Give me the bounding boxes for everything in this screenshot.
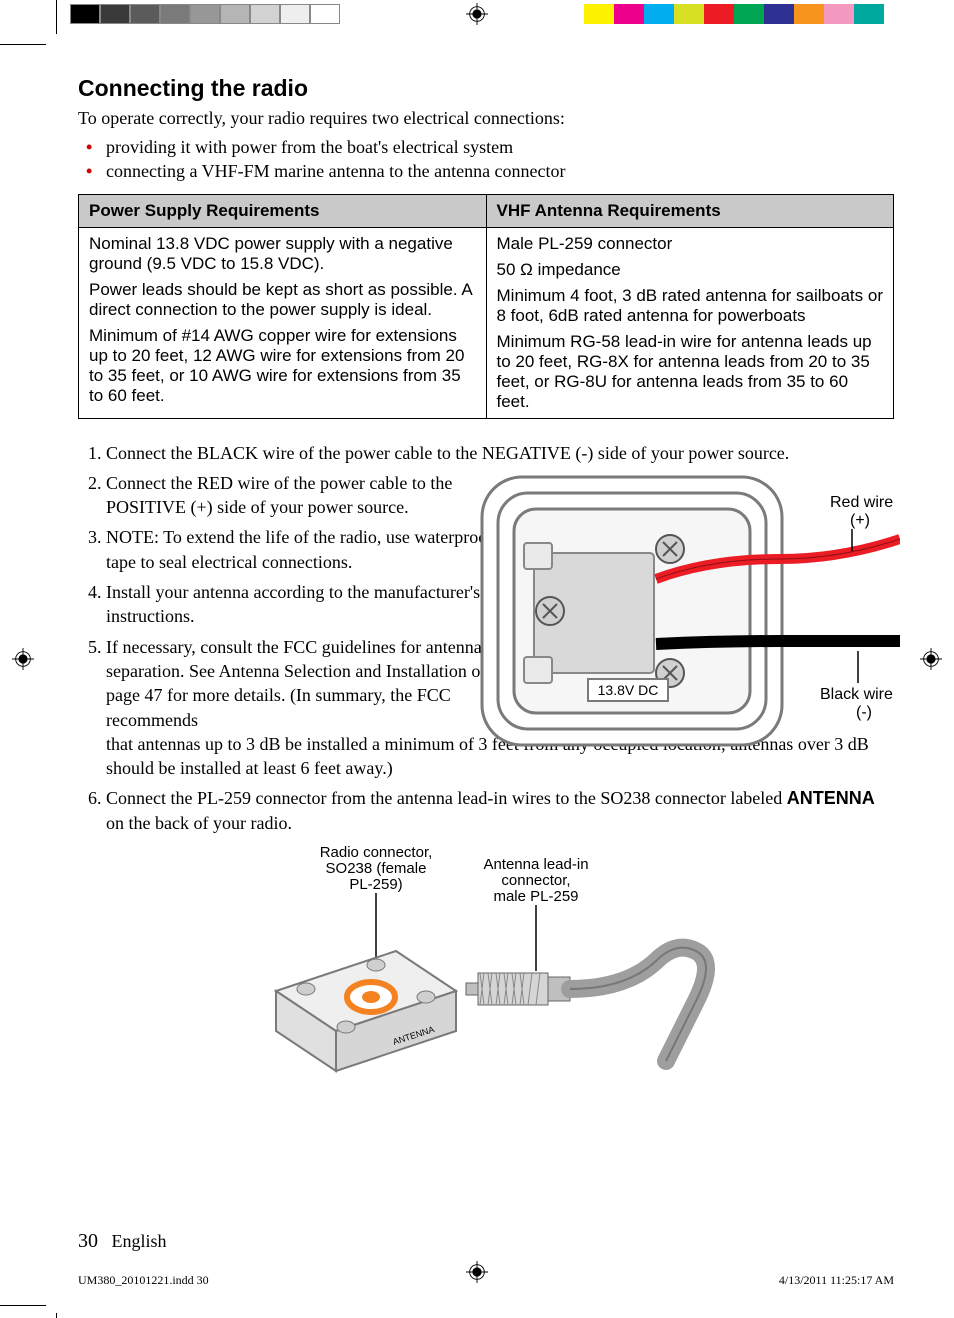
crop-mark bbox=[0, 44, 46, 45]
imprint-date: 4/13/2011 11:25:17 AM bbox=[779, 1273, 894, 1288]
fig2-left-label: SO238 (female bbox=[326, 860, 427, 877]
black-wire-label: Black wire bbox=[820, 686, 893, 703]
red-wire-polarity: (+) bbox=[850, 512, 870, 529]
bullet-list: providing it with power from the boat's … bbox=[78, 135, 894, 184]
table-header: Power Supply Requirements bbox=[79, 194, 487, 227]
fig2-left-label: PL-259) bbox=[349, 876, 402, 893]
registration-mark-icon bbox=[466, 3, 488, 25]
registration-mark-icon bbox=[12, 648, 34, 670]
table-cell: Male PL-259 connector 50 Ω impedance Min… bbox=[486, 227, 894, 418]
page-number: 30 bbox=[78, 1230, 98, 1252]
crop-mark bbox=[0, 1305, 46, 1306]
cell-para: Minimum of #14 AWG copper wire for exten… bbox=[89, 326, 476, 406]
fig2-right-label: connector, bbox=[501, 872, 570, 889]
cell-para: Minimum 4 foot, 3 dB rated antenna for s… bbox=[497, 286, 884, 326]
dc-label: 13.8V DC bbox=[598, 682, 659, 698]
table-header: VHF Antenna Requirements bbox=[486, 194, 894, 227]
registration-mark-icon bbox=[920, 648, 942, 670]
antenna-label: ANTENNA bbox=[787, 788, 875, 808]
cell-para: Minimum RG-58 lead-in wire for antenna l… bbox=[497, 332, 884, 412]
crop-mark bbox=[56, 0, 57, 34]
cell-para: Power leads should be kept as short as p… bbox=[89, 280, 476, 320]
step-text: on the back of your radio. bbox=[106, 813, 292, 833]
fig2-left-label: Radio connector, bbox=[320, 844, 433, 861]
requirements-table: Power Supply Requirements VHF Antenna Re… bbox=[78, 194, 894, 419]
black-wire-polarity: (-) bbox=[856, 704, 872, 721]
bullet-item: connecting a VHF-FM marine antenna to th… bbox=[106, 159, 894, 183]
step-item: Install your antenna according to the ma… bbox=[106, 580, 506, 629]
antenna-connector-figure: Radio connector, SO238 (female PL-259) A… bbox=[78, 841, 894, 1106]
cell-para: Nominal 13.8 VDC power supply with a neg… bbox=[89, 234, 476, 274]
imprint-file: UM380_20101221.indd 30 bbox=[78, 1273, 209, 1288]
table-cell: Nominal 13.8 VDC power supply with a neg… bbox=[79, 227, 487, 418]
bullet-item: providing it with power from the boat's … bbox=[106, 135, 894, 159]
cell-para: 50 Ω impedance bbox=[497, 260, 884, 280]
imprint-line: UM380_20101221.indd 30 4/13/2011 11:25:1… bbox=[78, 1273, 894, 1288]
step-item: Connect the RED wire of the power cable … bbox=[106, 471, 506, 520]
intro-text: To operate correctly, your radio require… bbox=[78, 108, 894, 129]
fig2-right-label: male PL-259 bbox=[493, 888, 578, 905]
cell-para: Male PL-259 connector bbox=[497, 234, 884, 254]
step-item: NOTE: To extend the life of the radio, u… bbox=[106, 525, 506, 574]
power-wiring-figure: 13.8V DC Red wire (+) Black wire (-) bbox=[480, 469, 900, 759]
footer-lang: English bbox=[112, 1231, 167, 1251]
fig2-right-label: Antenna lead-in bbox=[483, 856, 588, 873]
page-footer: 30 English bbox=[78, 1230, 894, 1253]
step-item: Connect the PL-259 connector from the an… bbox=[106, 786, 894, 835]
section-heading: Connecting the radio bbox=[78, 75, 894, 102]
step-item: Connect the BLACK wire of the power cabl… bbox=[106, 441, 894, 465]
red-wire-label: Red wire bbox=[830, 494, 893, 511]
step-text: Connect the PL-259 connector from the an… bbox=[106, 788, 787, 808]
crop-mark bbox=[56, 1313, 57, 1318]
